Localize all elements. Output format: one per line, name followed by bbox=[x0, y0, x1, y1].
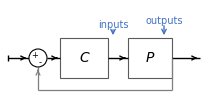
Text: -: - bbox=[39, 58, 42, 67]
Text: outputs: outputs bbox=[145, 16, 183, 26]
Text: C: C bbox=[79, 51, 89, 65]
Bar bbox=[128, 38, 172, 78]
Circle shape bbox=[29, 49, 47, 67]
Text: +: + bbox=[31, 51, 38, 60]
Bar bbox=[60, 38, 108, 78]
Text: inputs: inputs bbox=[98, 20, 128, 30]
Text: P: P bbox=[146, 51, 154, 65]
